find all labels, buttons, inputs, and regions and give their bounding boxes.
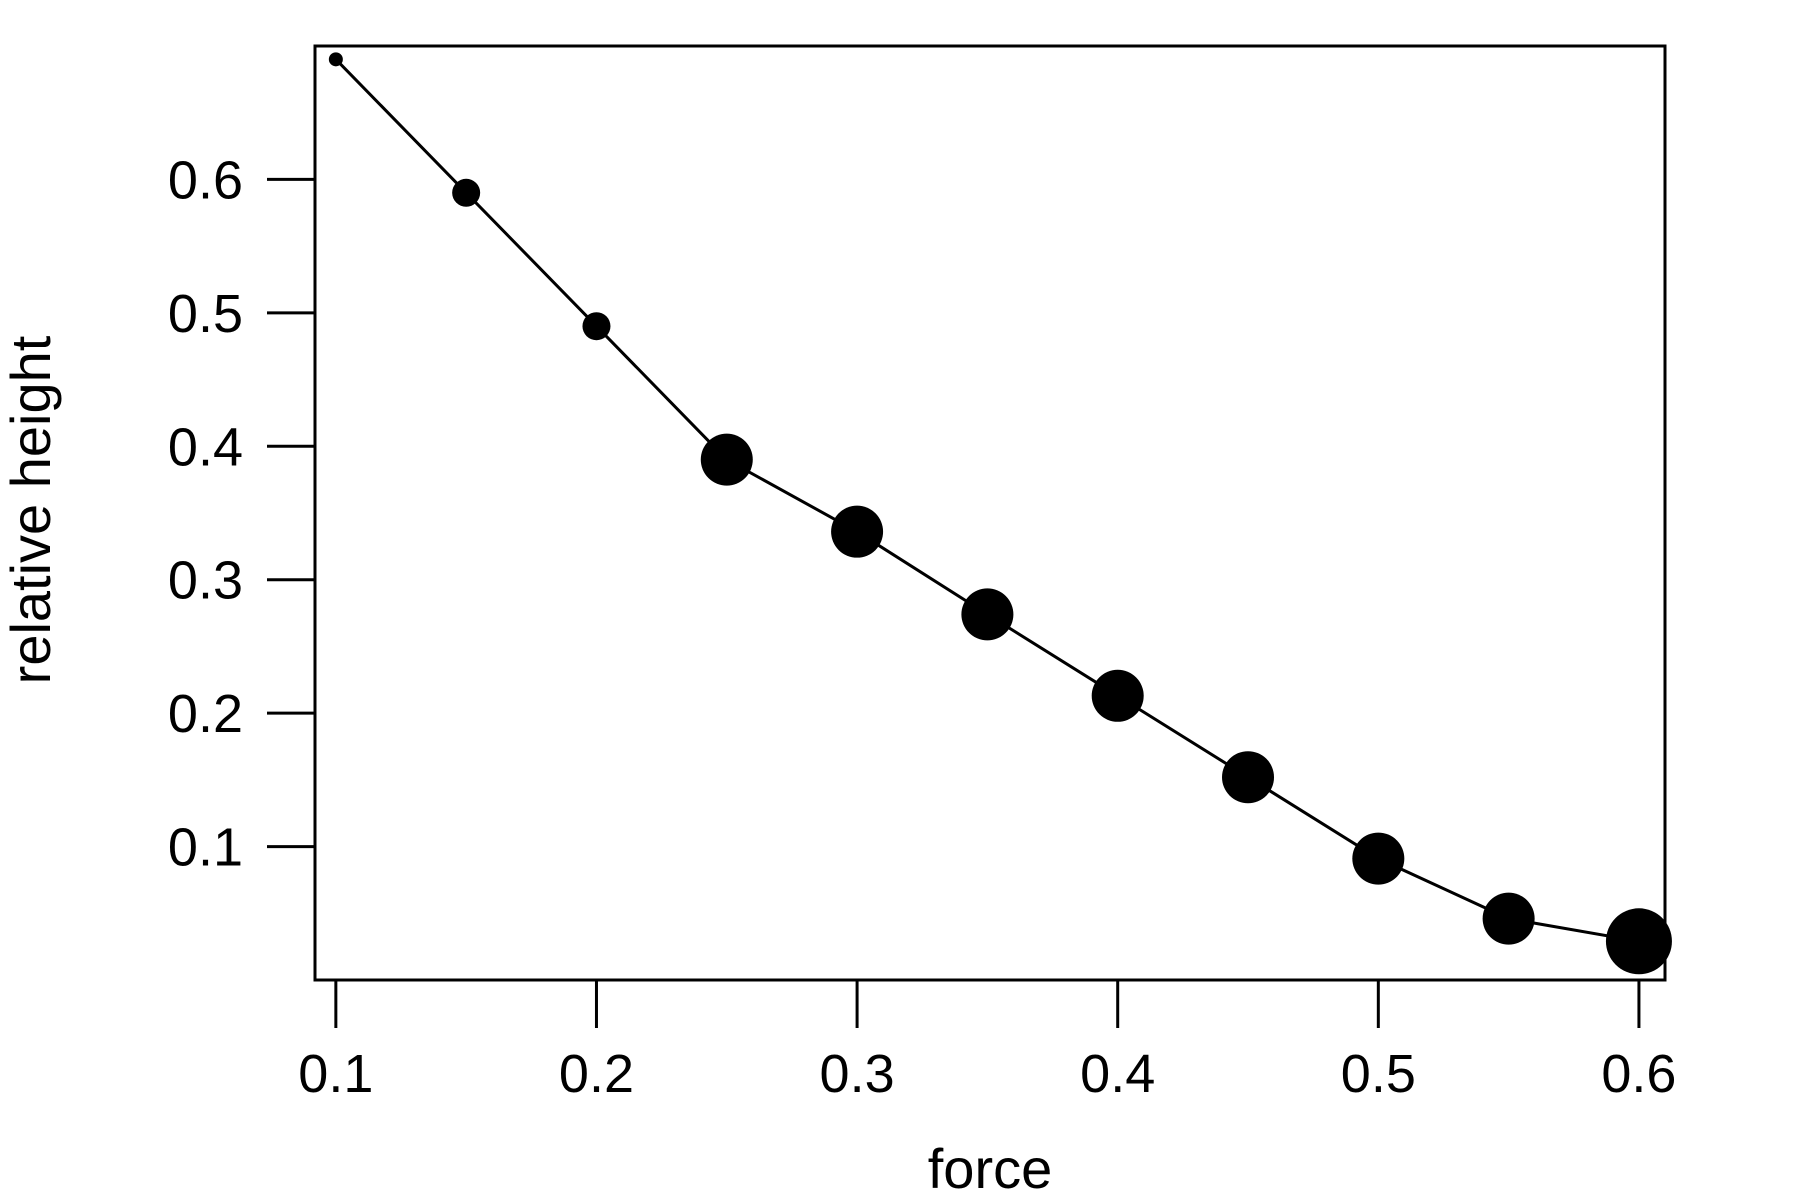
x-axis: 0.1 0.2 0.3 0.4 0.5 0.6 (298, 980, 1676, 1104)
x-tick-label: 0.2 (559, 1044, 634, 1104)
data-point (1222, 751, 1275, 804)
plot-frame (313, 44, 1667, 982)
y-tick-label: 0.4 (168, 417, 243, 477)
x-tick-label: 0.5 (1341, 1044, 1416, 1104)
x-tick-label: 0.4 (1080, 1044, 1155, 1104)
y-axis: 0.1 0.2 0.3 0.4 0.5 0.6 (168, 150, 315, 878)
data-point (831, 505, 884, 558)
data-point (1605, 908, 1672, 975)
y-tick-label: 0.1 (168, 818, 243, 878)
x-tick-label: 0.6 (1601, 1044, 1676, 1104)
x-tick-label: 0.1 (298, 1044, 373, 1104)
data-point (582, 312, 611, 341)
y-tick-label: 0.3 (168, 551, 243, 611)
series-line (334, 58, 1640, 943)
x-axis-title: force (928, 1137, 1053, 1200)
data-point (452, 178, 481, 207)
data-point (328, 52, 343, 67)
y-tick-label: 0.6 (168, 150, 243, 210)
y-tick-label: 0.2 (168, 684, 243, 744)
data-points (328, 52, 1672, 975)
x-tick-label: 0.3 (820, 1044, 895, 1104)
data-point (1091, 669, 1144, 722)
data-point (1482, 892, 1535, 945)
y-axis-title: relative height (0, 335, 62, 684)
data-point (961, 588, 1014, 641)
y-tick-label: 0.5 (168, 284, 243, 344)
data-point (700, 433, 753, 486)
data-point (1352, 832, 1405, 885)
